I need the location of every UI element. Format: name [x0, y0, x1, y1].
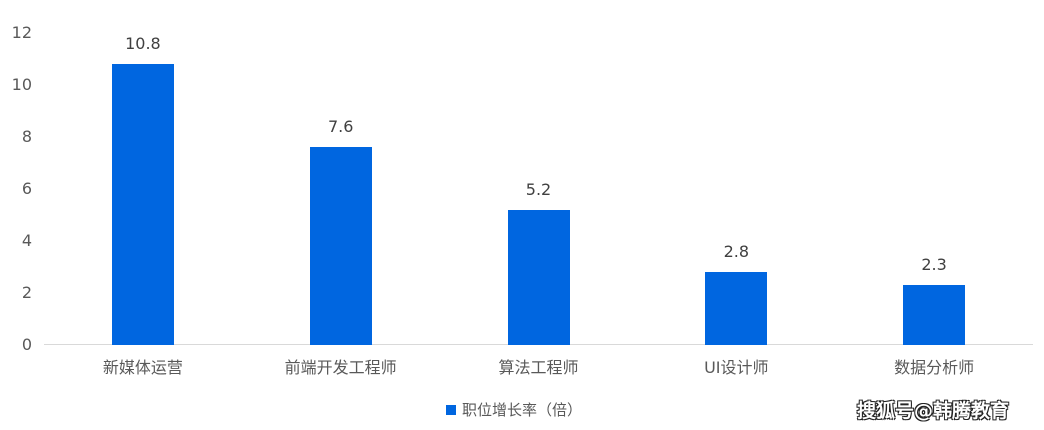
- x-tick-label: 算法工程师: [498, 358, 579, 377]
- y-tick-label: 8: [21, 127, 32, 146]
- legend-swatch-icon: [446, 404, 456, 415]
- bar: [111, 64, 174, 345]
- data-label: 2.8: [723, 242, 750, 262]
- data-label: 2.3: [921, 255, 947, 275]
- legend: 职位增长率（倍）: [446, 399, 582, 420]
- x-tick-label: 前端开发工程师: [284, 358, 397, 377]
- data-label: 10.8: [125, 34, 161, 54]
- x-tick-label: UI设计师: [704, 358, 769, 377]
- y-tick-label: 10: [11, 75, 32, 94]
- data-label: 5.2: [525, 179, 552, 199]
- bar: [507, 209, 570, 345]
- x-tick-label: 新媒体运营: [102, 358, 183, 377]
- data-label: 7.6: [327, 117, 354, 137]
- legend-label: 职位增长率（倍）: [462, 401, 583, 419]
- y-tick-label: 6: [21, 179, 32, 198]
- bar: [309, 147, 372, 345]
- watermark: 搜狐号@韩腾教育: [857, 400, 1010, 422]
- x-tick-label: 数据分析师: [894, 358, 975, 377]
- y-tick-label: 12: [11, 23, 32, 42]
- y-tick-label: 2: [21, 283, 32, 302]
- y-tick-label: 0: [21, 335, 32, 354]
- bar: [705, 272, 768, 345]
- y-tick-label: 4: [21, 231, 32, 250]
- bar: [903, 285, 966, 345]
